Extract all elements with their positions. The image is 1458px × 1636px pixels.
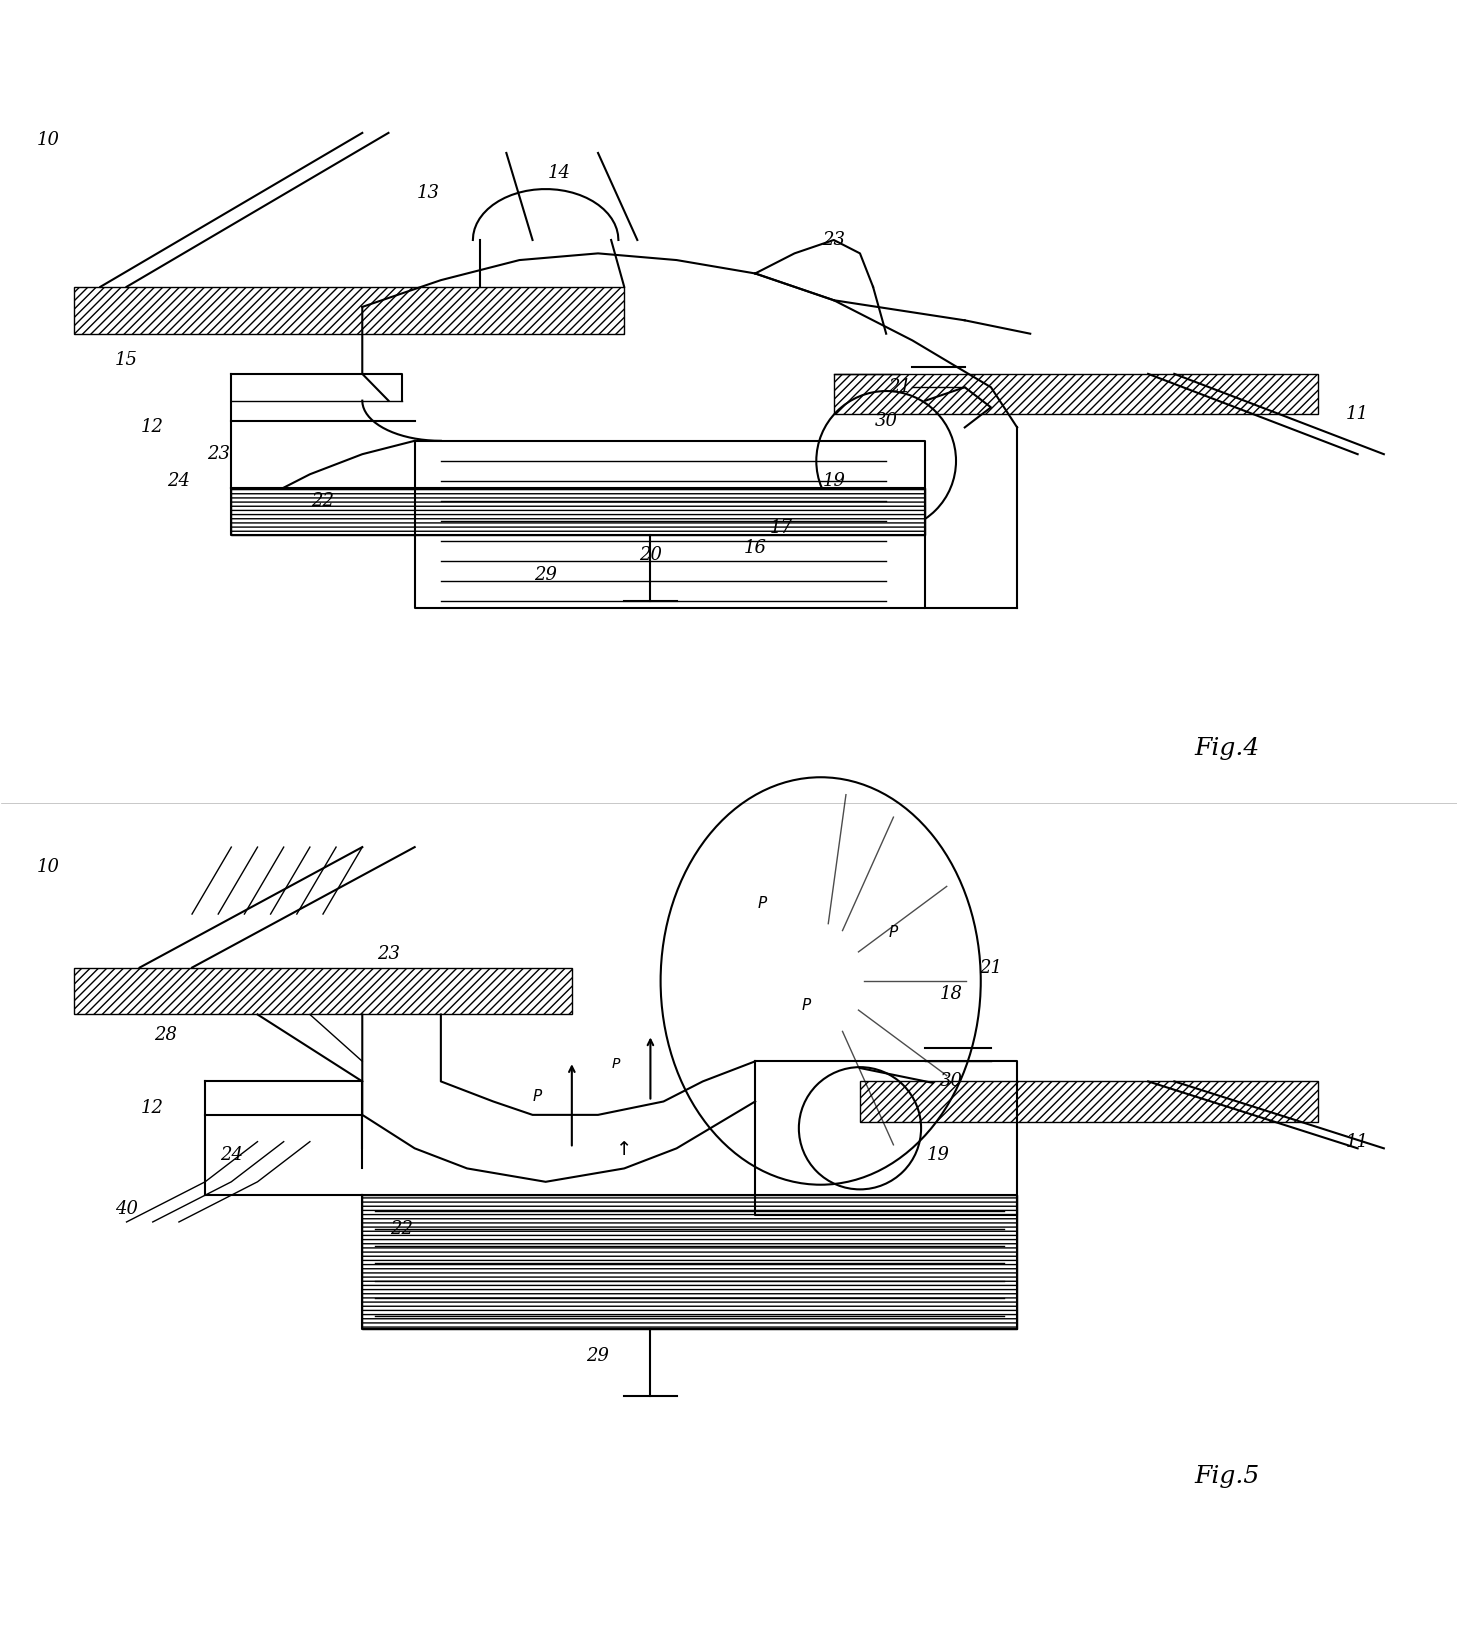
Text: 19: 19 xyxy=(822,471,846,489)
Text: 28: 28 xyxy=(155,1026,178,1044)
Text: 23: 23 xyxy=(822,231,846,249)
Text: 24: 24 xyxy=(220,1147,243,1165)
Text: 11: 11 xyxy=(1346,1132,1369,1150)
Text: P: P xyxy=(532,1090,542,1104)
Text: 23: 23 xyxy=(207,445,230,463)
Text: 18: 18 xyxy=(940,985,964,1003)
Polygon shape xyxy=(860,1081,1318,1122)
Polygon shape xyxy=(74,286,624,334)
Text: 21: 21 xyxy=(980,959,1003,977)
Polygon shape xyxy=(74,967,572,1014)
Text: 11: 11 xyxy=(1346,406,1369,424)
Text: 17: 17 xyxy=(770,519,793,537)
Text: 10: 10 xyxy=(36,131,60,149)
Text: Fig.4: Fig.4 xyxy=(1194,738,1260,761)
Text: Fig.5: Fig.5 xyxy=(1194,1464,1260,1489)
Text: 30: 30 xyxy=(875,412,898,430)
Text: 13: 13 xyxy=(417,185,439,203)
Text: 15: 15 xyxy=(115,352,139,370)
Text: 12: 12 xyxy=(141,1099,165,1117)
Text: 29: 29 xyxy=(586,1346,609,1364)
Text: 20: 20 xyxy=(639,545,662,564)
Text: P: P xyxy=(611,1057,620,1072)
Text: 10: 10 xyxy=(36,859,60,877)
Text: P: P xyxy=(889,926,898,941)
Polygon shape xyxy=(834,375,1318,414)
Text: 40: 40 xyxy=(115,1199,139,1217)
Text: 30: 30 xyxy=(940,1072,964,1091)
Text: 23: 23 xyxy=(378,946,399,964)
Text: 29: 29 xyxy=(534,566,557,584)
Text: 14: 14 xyxy=(547,164,570,182)
Text: ↑: ↑ xyxy=(617,1140,633,1158)
Text: 24: 24 xyxy=(168,471,191,489)
Text: P: P xyxy=(802,998,811,1013)
Text: 16: 16 xyxy=(744,538,767,556)
Text: 21: 21 xyxy=(888,378,911,396)
Text: 19: 19 xyxy=(927,1147,951,1165)
Text: 12: 12 xyxy=(141,419,165,437)
Polygon shape xyxy=(362,1196,1018,1328)
Polygon shape xyxy=(232,488,926,535)
Text: 22: 22 xyxy=(391,1220,413,1238)
Text: P: P xyxy=(758,897,767,911)
Text: 22: 22 xyxy=(312,492,334,510)
